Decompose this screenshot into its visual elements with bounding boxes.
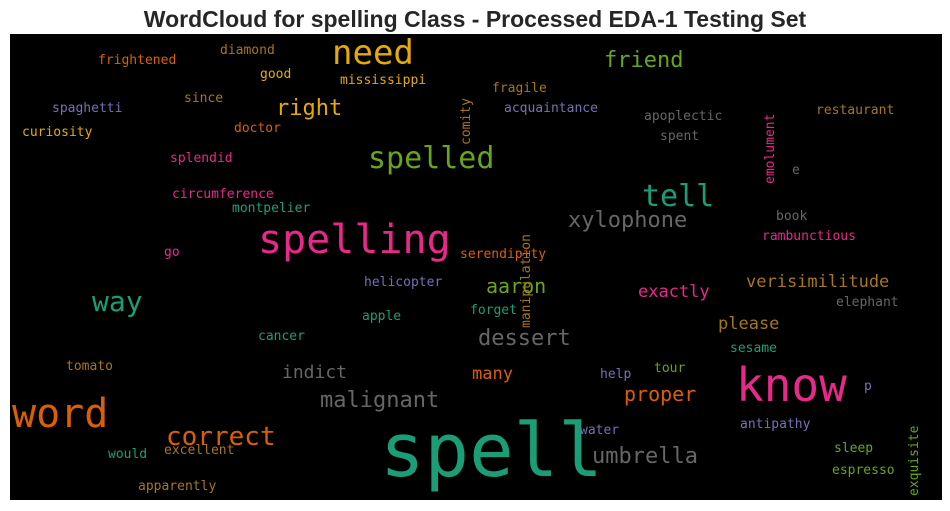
word-mississippi: mississippi [340, 73, 427, 88]
word-tour: tour [654, 361, 686, 376]
word-forget: forget [470, 303, 517, 318]
word-spelled: spelled [368, 141, 495, 176]
word-verisimilitude: verisimilitude [746, 272, 890, 292]
word-circumference: circumference [172, 187, 274, 202]
word-emolument: emolument [763, 113, 778, 185]
word-dessert: dessert [478, 326, 571, 351]
word-montpelier: montpelier [232, 201, 311, 216]
word-go: go [164, 245, 180, 260]
word-p: p [864, 379, 872, 394]
wordcloud-canvas: spell word know spelling need spelled tell way c… [10, 34, 942, 500]
word-word: word [12, 391, 109, 437]
word-cancer: cancer [258, 329, 305, 344]
word-diamond: diamond [220, 43, 275, 58]
word-way: way [92, 285, 143, 318]
word-splendid: splendid [170, 151, 233, 166]
word-restaurant: restaurant [816, 103, 895, 118]
word-spell: spell [380, 408, 603, 494]
word-book: book [776, 209, 808, 224]
chart-title: WordCloud for spelling Class - Processed… [143, 6, 807, 32]
word-spelling: spelling [258, 217, 451, 263]
word-please: please [718, 314, 780, 334]
word-helicopter: helicopter [364, 275, 443, 290]
word-would: would [108, 447, 148, 462]
word-help: help [600, 367, 632, 382]
word-doctor: doctor [234, 121, 281, 136]
word-curiosity: curiosity [22, 125, 93, 140]
word-fragile: fragile [492, 81, 547, 96]
word-apple: apple [362, 309, 402, 324]
word-exquisite: exquisite [907, 425, 922, 497]
word-serendipity: serendipity [460, 247, 547, 262]
word-umbrella: umbrella [592, 444, 698, 469]
word-rambunctious: rambunctious [762, 229, 856, 244]
word-sleep: sleep [834, 441, 874, 456]
word-correct: correct [166, 422, 276, 452]
word-sesame: sesame [730, 341, 777, 356]
word-tell: tell [642, 179, 715, 214]
word-tomato: tomato [66, 359, 113, 374]
word-apparently: apparently [138, 479, 217, 494]
word-many: many [472, 364, 513, 384]
word-comity: comity [459, 97, 474, 145]
word-proper: proper [624, 382, 697, 406]
word-water: water [580, 423, 620, 438]
word-espresso: espresso [832, 463, 895, 478]
word-apoplectic: apoplectic [644, 109, 723, 124]
word-indict: indict [282, 362, 348, 383]
word-right: right [276, 96, 343, 121]
word-good: good [260, 67, 292, 82]
word-excellent: excellent [164, 443, 235, 458]
word-spaghetti: spaghetti [52, 101, 123, 116]
word-antipathy: antipathy [740, 417, 811, 432]
word-elephant: elephant [836, 295, 899, 310]
word-since: since [184, 91, 224, 106]
word-xylophone: xylophone [568, 208, 688, 233]
word-malignant: malignant [320, 388, 440, 413]
word-know: know [736, 358, 847, 412]
word-aaron: aaron [486, 274, 547, 298]
word-spent: spent [660, 129, 700, 144]
word-exactly: exactly [638, 282, 710, 302]
word-e: e [792, 163, 800, 178]
word-frightened: frightened [98, 53, 177, 68]
word-acquaintance: acquaintance [504, 101, 598, 116]
word-friend: friend [604, 48, 684, 73]
word-need: need [332, 34, 414, 73]
